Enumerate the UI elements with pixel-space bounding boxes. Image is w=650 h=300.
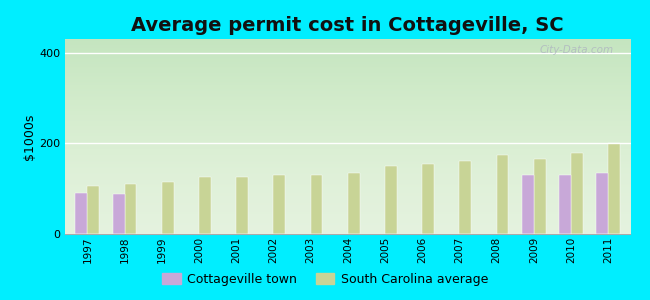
Bar bbox=[608, 143, 620, 234]
Bar bbox=[596, 173, 608, 234]
Bar bbox=[460, 161, 471, 234]
Bar bbox=[348, 173, 359, 234]
Y-axis label: $1000s: $1000s bbox=[23, 113, 36, 160]
Bar bbox=[559, 175, 571, 234]
Bar bbox=[162, 182, 174, 234]
Bar bbox=[199, 177, 211, 234]
Bar bbox=[125, 184, 136, 234]
Bar bbox=[112, 194, 125, 234]
Title: Average permit cost in Cottageville, SC: Average permit cost in Cottageville, SC bbox=[131, 16, 564, 35]
Bar bbox=[497, 154, 508, 234]
Bar bbox=[236, 177, 248, 234]
Bar bbox=[274, 175, 285, 234]
Bar bbox=[385, 166, 397, 234]
Bar bbox=[422, 164, 434, 234]
Bar bbox=[87, 186, 99, 234]
Legend: Cottageville town, South Carolina average: Cottageville town, South Carolina averag… bbox=[157, 268, 493, 291]
Bar bbox=[75, 193, 87, 234]
Bar bbox=[311, 175, 322, 234]
Text: City-Data.com: City-Data.com bbox=[540, 45, 614, 55]
Bar bbox=[522, 175, 534, 234]
Bar bbox=[534, 159, 545, 234]
Bar bbox=[571, 153, 583, 234]
